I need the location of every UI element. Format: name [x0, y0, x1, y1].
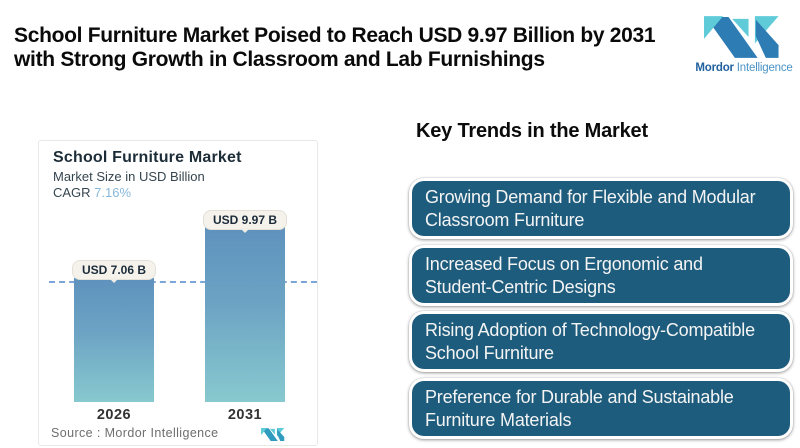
- axis-label-2031: 2031: [227, 407, 263, 423]
- trend-item-technology-compatible: Rising Adoption of Technology-Compatible…: [409, 311, 793, 372]
- brand-name-bold: Mordor: [695, 62, 734, 74]
- trend-item-ergonomic-designs: Increased Focus on Ergonomic and Student…: [409, 245, 793, 306]
- trend-line: Student-Centric Designs: [425, 276, 616, 297]
- trend-line: School Furniture: [425, 342, 554, 363]
- mordor-intelligence-logo-icon: [704, 16, 779, 58]
- trend-item-flexible-modular: Growing Demand for Flexible and Modular …: [409, 178, 793, 239]
- trend-line: Preference for Durable and Sustainable: [425, 386, 734, 407]
- chart-subtitle: Market Size in USD Billion: [53, 169, 205, 184]
- trends-heading: Key Trends in the Market: [416, 120, 648, 142]
- trend-line: Furniture Materials: [425, 409, 572, 430]
- axis-label-2026: 2026: [96, 407, 132, 423]
- cagr-label: CAGR: [53, 185, 95, 200]
- trend-line: Growing Demand for Flexible and Modular: [425, 186, 756, 207]
- page-title-line2: with Strong Growth in Classroom and Lab …: [14, 47, 545, 71]
- mordor-logo-mini-icon: [261, 428, 285, 441]
- brand-name-regular: Intelligence: [733, 62, 793, 74]
- chart-cagr-row: CAGR 7.16%: [53, 185, 131, 200]
- bar-2026: [74, 278, 154, 402]
- bar-2031: [205, 227, 285, 402]
- trend-item-durable-sustainable: Preference for Durable and Sustainable F…: [409, 378, 793, 439]
- value-label-caret: [109, 278, 119, 283]
- brand-logo: Mordor Intelligence: [695, 16, 793, 94]
- page-title-line1: School Furniture Market Poised to Reach …: [14, 24, 656, 47]
- source-attribution: Source : Mordor Intelligence: [51, 426, 219, 440]
- trend-line: Increased Focus on Ergonomic and: [425, 253, 703, 274]
- chart-title: School Furniture Market: [53, 149, 242, 166]
- cagr-value: 7.16%: [94, 185, 132, 200]
- value-label-2026: USD 7.06 B: [71, 260, 157, 280]
- value-label-2031: USD 9.97 B: [202, 210, 288, 230]
- market-chart-card: School Furniture Market Market Size in U…: [38, 140, 318, 446]
- trend-line: Classroom Furniture: [425, 209, 585, 230]
- trend-line: Rising Adoption of Technology-Compatible: [425, 319, 755, 340]
- brand-wordmark: Mordor Intelligence: [695, 62, 792, 74]
- page-title: School Furniture Market Poised to Reach …: [14, 24, 694, 71]
- reference-dashed-line: [49, 281, 317, 283]
- value-label-caret: [240, 228, 250, 233]
